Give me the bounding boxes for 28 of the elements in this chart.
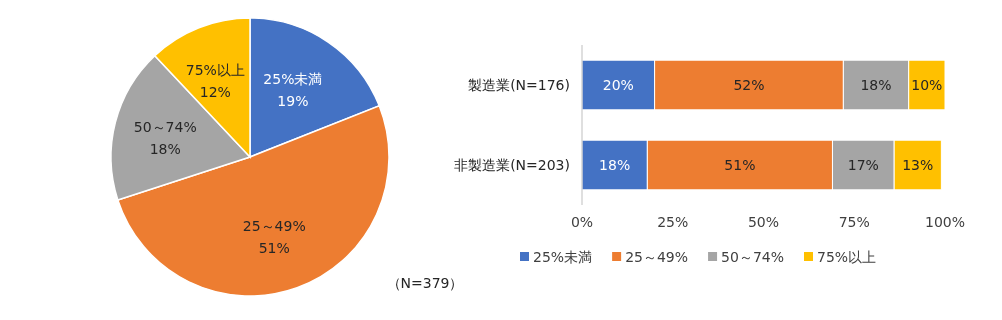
data-label: 18% — [599, 157, 631, 173]
data-label: 52% — [733, 77, 765, 93]
legend-label: 50～74% — [721, 249, 784, 265]
slice-label: 25%未満 — [263, 71, 323, 88]
data-label: 13% — [902, 157, 934, 173]
data-label: 20% — [602, 77, 634, 93]
x-tick-label: 75% — [838, 214, 870, 230]
x-tick-label: 25% — [657, 214, 689, 230]
data-label: 18% — [860, 77, 892, 93]
x-tick-label: 0% — [570, 214, 594, 230]
slice-label: 50～74% — [133, 119, 197, 136]
slice-label: 25～49% — [242, 218, 306, 235]
legend-label: 25～49% — [625, 249, 689, 265]
text: （N=379） — [386, 275, 464, 291]
x-tick-label: 100% — [924, 214, 966, 230]
slice-label: 75%以上 — [185, 62, 245, 79]
x-tick-label: 50% — [747, 214, 780, 230]
y-tick-label: 製造業(N=176) — [468, 77, 570, 93]
data-label: 19% — [277, 93, 309, 110]
data-label: 51% — [724, 157, 756, 173]
data-label: 17% — [847, 157, 879, 173]
legend-label: 25%未満 — [533, 249, 593, 265]
data-label: 51% — [258, 240, 290, 257]
y-tick-label: 非製造業(N=203) — [454, 157, 570, 173]
data-label: 12% — [199, 84, 231, 101]
data-label: 18% — [149, 141, 181, 158]
legend-label: 75%以上 — [817, 249, 877, 265]
data-label: 10% — [911, 77, 943, 93]
